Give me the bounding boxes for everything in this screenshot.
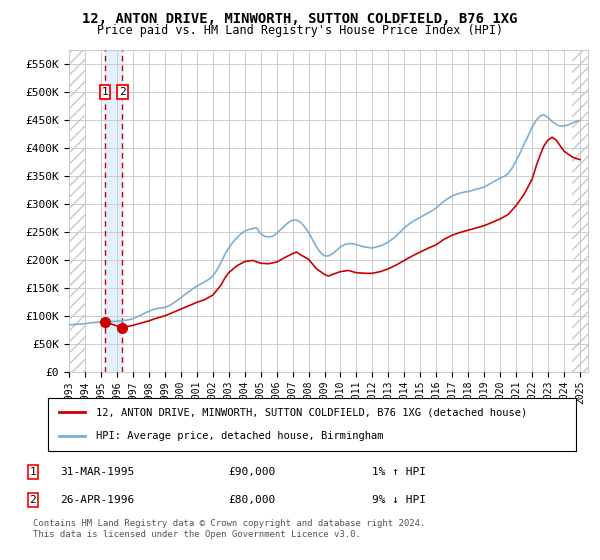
Text: 9% ↓ HPI: 9% ↓ HPI [372, 494, 426, 505]
Text: £90,000: £90,000 [228, 466, 275, 477]
Text: 2: 2 [119, 87, 125, 97]
Bar [105, 50, 122, 372]
Text: 31-MAR-1995: 31-MAR-1995 [60, 466, 134, 477]
Text: 26-APR-1996: 26-APR-1996 [60, 494, 134, 505]
Text: 1% ↑ HPI: 1% ↑ HPI [372, 466, 426, 477]
Text: HPI: Average price, detached house, Birmingham: HPI: Average price, detached house, Birm… [95, 431, 383, 441]
Text: 2: 2 [29, 494, 37, 505]
Text: Contains HM Land Registry data © Crown copyright and database right 2024.
This d: Contains HM Land Registry data © Crown c… [33, 520, 425, 539]
Text: 12, ANTON DRIVE, MINWORTH, SUTTON COLDFIELD, B76 1XG: 12, ANTON DRIVE, MINWORTH, SUTTON COLDFI… [82, 12, 518, 26]
Text: 12, ANTON DRIVE, MINWORTH, SUTTON COLDFIELD, B76 1XG (detached house): 12, ANTON DRIVE, MINWORTH, SUTTON COLDFI… [95, 408, 527, 418]
Text: £80,000: £80,000 [228, 494, 275, 505]
Text: 1: 1 [101, 87, 109, 97]
Text: Price paid vs. HM Land Registry's House Price Index (HPI): Price paid vs. HM Land Registry's House … [97, 24, 503, 36]
Text: 1: 1 [29, 466, 37, 477]
